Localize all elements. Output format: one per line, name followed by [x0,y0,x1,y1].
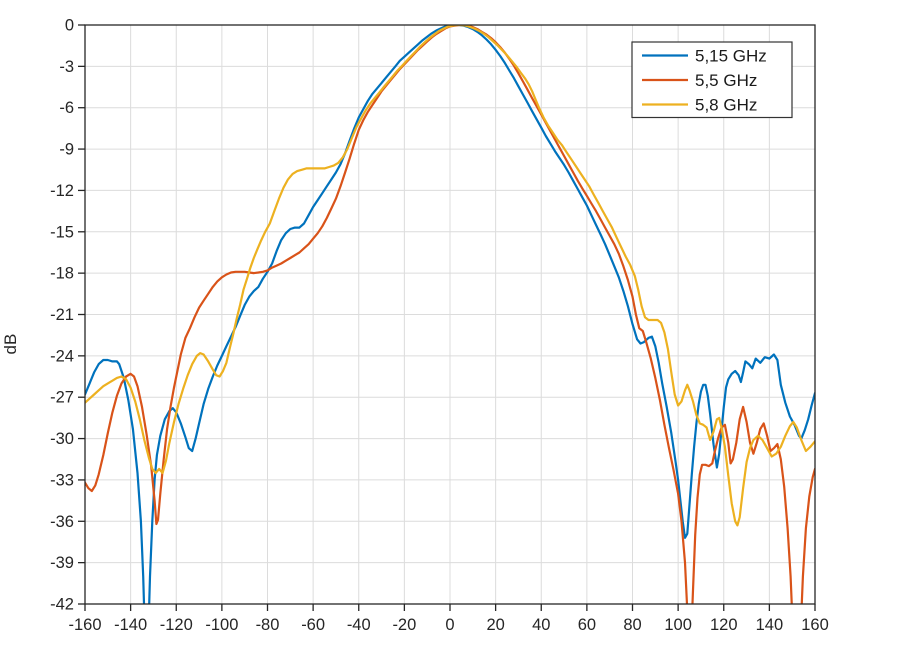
y-tick-label: -12 [50,182,74,200]
x-tick-label: -40 [347,616,371,634]
x-tick-label: 120 [710,616,738,634]
y-tick-label: -3 [59,58,74,76]
y-tick-label: -42 [50,596,74,614]
x-tick-label: -160 [68,616,101,634]
x-tick-label: 40 [532,616,550,634]
y-tick-label: -36 [50,513,74,531]
x-tick-label: 140 [756,616,784,634]
series-line-5-15-ghz [85,25,815,604]
x-tick-label: 60 [578,616,596,634]
y-tick-label: -39 [50,554,74,572]
y-tick-label: -9 [59,141,74,159]
x-tick-label: 160 [801,616,829,634]
y-tick-label: -27 [50,389,74,407]
x-tick-label: -80 [256,616,280,634]
x-tick-label: 100 [664,616,692,634]
x-tick-label: -100 [205,616,238,634]
x-tick-label: -60 [301,616,325,634]
y-tick-label: -21 [50,306,74,324]
x-tick-label: -120 [160,616,193,634]
x-tick-label: -140 [114,616,147,634]
y-tick-label: -30 [50,430,74,448]
y-tick-label: 0 [65,17,74,35]
legend-entry-label: 5,5 GHz [695,71,757,90]
x-tick-label: -20 [392,616,416,634]
y-tick-label: -33 [50,471,74,489]
y-axis-label: dB [1,334,20,355]
legend-entry-label: 5,15 GHz [695,47,767,66]
y-tick-label: -15 [50,223,74,241]
x-tick-label: 0 [445,616,454,634]
legend-entry-label: 5,8 GHz [695,96,757,115]
y-tick-label: -24 [50,347,74,365]
x-tick-label: 80 [623,616,641,634]
y-tick-label: -18 [50,265,74,283]
y-tick-label: -6 [59,99,74,117]
x-tick-label: 20 [486,616,504,634]
